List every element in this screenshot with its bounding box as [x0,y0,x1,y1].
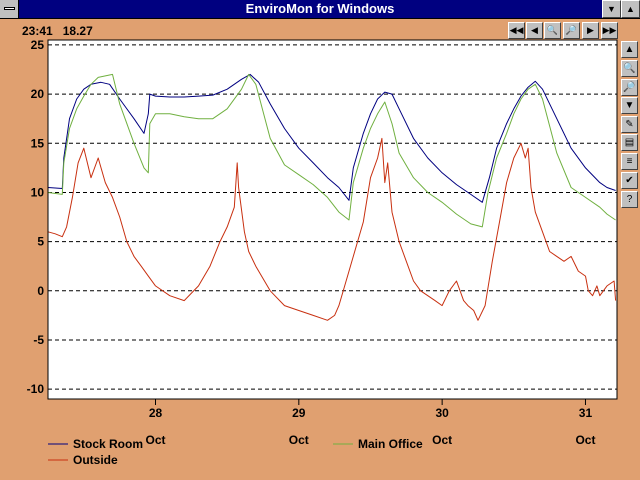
zoom-out-vertical-button[interactable]: 🔎 [621,79,638,96]
plot-border [47,39,618,400]
system-menu-icon [4,7,15,10]
x-tick-day: 31 [579,406,593,420]
grid-lines [48,44,617,390]
series-group [47,39,618,400]
save-button[interactable]: ▤ [621,134,638,151]
check-button[interactable]: ✔ [621,172,638,189]
x-tick-month: Oct [289,433,309,447]
legend-label-stock-room: Stock Room [73,437,143,451]
step-forward-button[interactable]: ▶ [582,22,599,39]
y-tick-label: 0 [37,284,44,298]
y-tick-label: -5 [33,333,44,347]
x-axis: 28 Oct 29 Oct 30 Oct 31 Oct [145,399,595,447]
x-tick-month: Oct [432,433,452,447]
status-readout: 23:41 18.27 [22,24,93,38]
disk-icon: ▤ [624,137,635,148]
x-tick-month: Oct [145,433,165,447]
double-right-arrow-icon: ▶▶ [602,25,617,35]
channels-button[interactable]: ≡ [621,153,638,170]
x-tick-day: 29 [292,406,306,420]
notes-button[interactable]: ✎ [621,116,638,133]
rewind-fast-button[interactable]: ◀◀ [508,22,525,39]
status-time: 23:41 [22,24,53,38]
status-value: 18.27 [62,24,93,38]
zoom-in-vertical-button[interactable]: 🔍 [621,60,638,77]
system-menu-button[interactable] [0,0,19,18]
minimize-button[interactable]: ▼ [602,0,621,18]
x-tick-month: Oct [575,433,595,447]
check-icon: ✔ [625,175,634,186]
legend-label-outside: Outside [73,453,118,467]
forward-fast-button[interactable]: ▶▶ [601,22,618,39]
scroll-up-button[interactable]: ▲ [621,41,638,58]
y-tick-label: 20 [31,87,45,101]
zoom-in-icon: 🔍 [546,25,559,35]
scroll-down-button[interactable]: ▼ [621,97,638,114]
zoom-in-button[interactable]: 🔍 [544,22,561,39]
x-tick-day: 30 [435,406,449,420]
left-arrow-icon: ◀ [531,25,538,35]
window-title: EnviroMon for Windows [245,1,395,16]
up-arrow-icon: ▲ [624,44,635,55]
zoom-out-button[interactable]: 🔎 [563,22,580,39]
notes-icon: ✎ [625,119,634,130]
right-arrow-icon: ▶ [587,25,594,35]
y-tick-label: 25 [31,38,45,52]
down-arrow-icon: ▼ [624,100,635,111]
double-left-arrow-icon: ◀◀ [509,25,524,35]
y-axis: 25 20 15 10 5 0 -5 -10 [27,38,45,396]
help-button[interactable]: ? [621,191,638,208]
color-bars-icon: ≡ [626,156,633,167]
title-bar: EnviroMon for Windows ▼ ▲ [0,0,640,19]
zoom-out-icon: 🔎 [623,82,636,93]
x-tick-day: 28 [149,406,163,420]
series-line-stock-room [47,73,616,203]
down-arrow-icon: ▼ [607,4,616,14]
y-tick-label: 10 [31,185,45,199]
step-back-button[interactable]: ◀ [526,22,543,39]
plot-area [48,40,617,399]
series-line-outside [47,137,617,321]
legend: Stock Room Main Office Outside [48,437,423,467]
y-tick-label: 15 [31,136,45,150]
y-tick-label: -10 [27,382,45,396]
zoom-out-icon: 🔎 [565,25,578,35]
help-icon: ? [626,194,633,205]
zoom-in-icon: 🔍 [623,63,636,74]
legend-label-main-office: Main Office [358,437,423,451]
y-tick-label: 5 [37,235,44,249]
series-line-main-office [47,73,616,228]
up-arrow-icon: ▲ [626,4,635,14]
